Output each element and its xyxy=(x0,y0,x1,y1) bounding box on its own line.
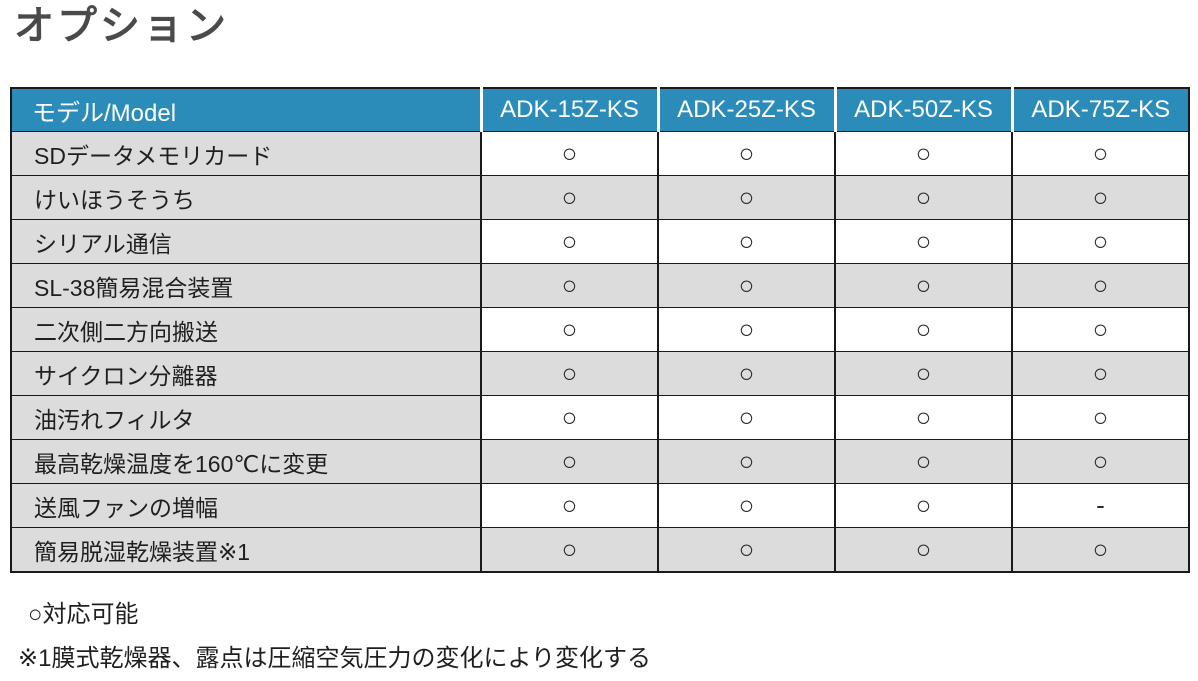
row-label: 二次側二方向搬送 xyxy=(11,307,481,352)
table-row: 簡易脱湿乾燥装置※1 ○ ○ ○ ○ xyxy=(11,527,1189,572)
option-cell-available: ○ xyxy=(1011,175,1189,220)
option-cell-available: ○ xyxy=(1011,439,1189,484)
header-row: モデル/Model ADK-15Z-KS ADK-25Z-KS ADK-50Z-… xyxy=(11,88,1189,132)
option-cell-available: ○ xyxy=(1011,395,1189,440)
option-cell-available: ○ xyxy=(1011,307,1189,352)
option-cell-available: ○ xyxy=(834,527,1012,572)
table-row: 送風ファンの増幅 ○ ○ ○ - xyxy=(11,483,1189,528)
option-cell-available: ○ xyxy=(657,175,835,220)
legend-available: ○対応可能 xyxy=(28,601,139,628)
option-cell-available: ○ xyxy=(480,351,658,396)
table-row: けいほうそうち ○ ○ ○ ○ xyxy=(11,175,1189,220)
table-row: 最高乾燥温度を160℃に変更 ○ ○ ○ ○ xyxy=(11,439,1189,484)
option-cell-available: ○ xyxy=(1011,219,1189,264)
options-table-body: SDデータメモリカード ○ ○ ○ ○ けいほうそうち ○ ○ ○ ○ シリアル通信 ○ ○ ○ ○ SL-3… xyxy=(11,131,1189,572)
row-label: シリアル通信 xyxy=(11,219,481,264)
option-cell-available: ○ xyxy=(834,263,1012,308)
col-header-adk-15z-ks: ADK-15Z-KS xyxy=(479,88,658,132)
row-label: SDデータメモリカード xyxy=(11,131,481,176)
table-row: 二次側二方向搬送 ○ ○ ○ ○ xyxy=(11,307,1189,352)
option-cell-available: ○ xyxy=(1011,263,1189,308)
option-cell-available: ○ xyxy=(657,395,835,440)
option-cell-available: ○ xyxy=(480,439,658,484)
row-label: SL-38簡易混合装置 xyxy=(11,263,481,308)
row-label: けいほうそうち xyxy=(11,175,481,220)
option-cell-available: ○ xyxy=(834,175,1012,220)
row-label: 送風ファンの増幅 xyxy=(11,483,481,528)
option-cell-available: ○ xyxy=(834,483,1012,528)
option-cell-available: ○ xyxy=(1011,527,1189,572)
option-cell-available: ○ xyxy=(480,263,658,308)
col-header-adk-25z-ks: ADK-25Z-KS xyxy=(656,88,835,132)
option-cell-available: ○ xyxy=(657,263,835,308)
option-cell-available: ○ xyxy=(657,351,835,396)
table-row: シリアル通信 ○ ○ ○ ○ xyxy=(11,219,1189,264)
option-cell-available: ○ xyxy=(480,527,658,572)
table-row: SDデータメモリカード ○ ○ ○ ○ xyxy=(11,131,1189,176)
option-cell-available: ○ xyxy=(1011,131,1189,176)
table-row: サイクロン分離器 ○ ○ ○ ○ xyxy=(11,351,1189,396)
option-cell-available: ○ xyxy=(657,219,835,264)
row-label: 簡易脱湿乾燥装置※1 xyxy=(11,527,481,572)
page-title: オプション xyxy=(14,4,229,48)
option-cell-available: ○ xyxy=(834,307,1012,352)
col-header-model: モデル/Model xyxy=(11,88,481,132)
option-cell-available: ○ xyxy=(657,483,835,528)
option-cell-available: ○ xyxy=(480,483,658,528)
option-cell-available: ○ xyxy=(834,131,1012,176)
options-table: モデル/Model ADK-15Z-KS ADK-25Z-KS ADK-50Z-… xyxy=(10,87,1190,573)
option-cell-available: ○ xyxy=(834,395,1012,440)
col-header-adk-50z-ks: ADK-50Z-KS xyxy=(833,88,1012,132)
option-cell-available: ○ xyxy=(480,175,658,220)
option-cell-available: ○ xyxy=(657,131,835,176)
option-cell-available: ○ xyxy=(1011,351,1189,396)
option-cell-available: ○ xyxy=(657,439,835,484)
option-cell-available: ○ xyxy=(657,527,835,572)
option-cell-available: ○ xyxy=(834,351,1012,396)
option-cell-available: ○ xyxy=(834,439,1012,484)
option-cell-available: ○ xyxy=(480,307,658,352)
options-table-header: モデル/Model ADK-15Z-KS ADK-25Z-KS ADK-50Z-… xyxy=(11,88,1189,132)
table-row: SL-38簡易混合装置 ○ ○ ○ ○ xyxy=(11,263,1189,308)
footnote-1: ※1膜式乾燥器、露点は圧縮空気圧力の変化により変化する xyxy=(18,645,651,672)
option-cell-available: ○ xyxy=(480,131,658,176)
row-label: サイクロン分離器 xyxy=(11,351,481,396)
row-label: 最高乾燥温度を160℃に変更 xyxy=(11,439,481,484)
table-row: 油汚れフィルタ ○ ○ ○ ○ xyxy=(11,395,1189,440)
option-cell-available: ○ xyxy=(834,219,1012,264)
option-cell-available: ○ xyxy=(480,219,658,264)
option-cell-available: ○ xyxy=(480,395,658,440)
option-cell-available: ○ xyxy=(657,307,835,352)
col-header-adk-75z-ks: ADK-75Z-KS xyxy=(1010,88,1189,132)
option-cell-unavailable: - xyxy=(1011,483,1189,528)
row-label: 油汚れフィルタ xyxy=(11,395,481,440)
